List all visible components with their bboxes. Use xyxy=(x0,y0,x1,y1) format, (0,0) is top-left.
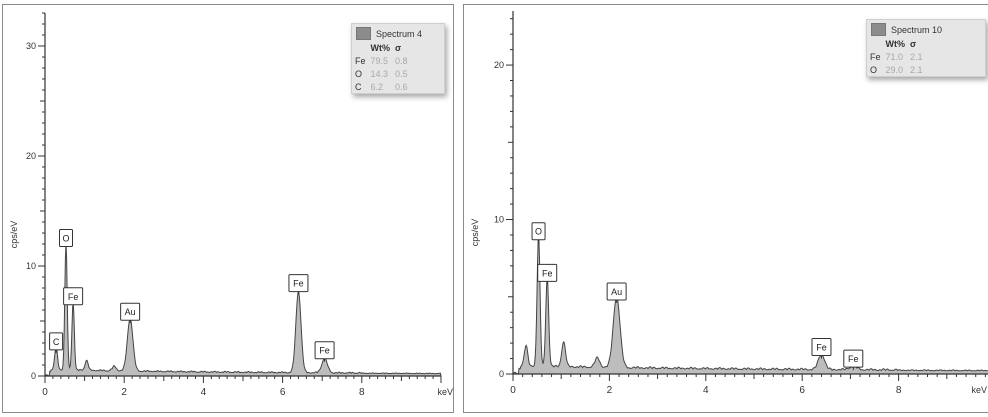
spectrum-10-chart: 0 2 4 6 8 keV 0 10 20 cps/eV O Fe Au Fe Fe xyxy=(470,11,988,396)
sigma-header: σ xyxy=(910,39,917,49)
y-tick-label: 10 xyxy=(26,261,36,271)
y-axis-label: cps/eV xyxy=(9,221,19,249)
spectrum-10-legend: Spectrum 10 Wt% σ Fe 71.0 2.1 O 29.0 2.1 xyxy=(866,19,986,77)
y-tick-label: 20 xyxy=(494,60,504,70)
x-tick-label: 6 xyxy=(280,387,286,398)
x-tick-label: 8 xyxy=(896,385,902,396)
spectrum-10-panel: 0 2 4 6 8 keV 0 10 20 cps/eV O Fe Au Fe Fe Spectrum 10… xyxy=(463,4,988,413)
element-header xyxy=(355,42,371,54)
element-name: C xyxy=(355,81,362,92)
peak-label: Fe xyxy=(542,268,553,278)
x-axis-label: keV xyxy=(971,385,987,395)
x-tick-label: 8 xyxy=(359,387,365,398)
x-tick-label: 4 xyxy=(703,385,709,396)
peak-label: Au xyxy=(125,307,136,317)
y-tick-label: 20 xyxy=(26,151,36,161)
peak-label: C xyxy=(53,337,60,347)
x-tick-label: 2 xyxy=(607,385,613,396)
peak-label: Fe xyxy=(293,279,304,289)
sigma-value: 0.8 xyxy=(395,55,408,66)
element-name: Fe xyxy=(870,51,881,62)
x-tick-label: 4 xyxy=(201,387,207,398)
table-row: Fe 79.5 0.8 xyxy=(355,54,413,67)
table-row: O 29.0 2.1 xyxy=(870,63,928,76)
peak-label: O xyxy=(535,227,542,237)
wt-value: 71.0 xyxy=(885,51,904,62)
wt-header: Wt% xyxy=(885,39,906,49)
composition-table: Wt% σ Fe 79.5 0.8 O 14.3 0.5 C 6.2 0.6 xyxy=(355,42,413,93)
legend-title: Spectrum 4 xyxy=(376,28,423,39)
wt-value: 79.5 xyxy=(370,55,389,66)
peak-label: Fe xyxy=(319,346,330,356)
legend-swatch xyxy=(356,27,371,40)
spectrum-4-legend: Spectrum 4 Wt% σ Fe 79.5 0.8 O 14.3 0.5 … xyxy=(351,23,445,94)
peak-label: O xyxy=(62,234,69,244)
x-tick-label: 2 xyxy=(121,387,127,398)
y-tick-label: 30 xyxy=(26,41,36,51)
spectrum-4-panel: 0 2 4 6 8 keV 0 10 20 30 cps/eV C O Fe Au Fe Fe Spectrum… xyxy=(2,4,454,413)
wt-value: 14.3 xyxy=(370,68,389,79)
spectrum-area xyxy=(43,243,442,377)
legend-title: Spectrum 10 xyxy=(891,24,943,35)
y-axis-label: cps/eV xyxy=(470,219,480,247)
wt-value: 29.0 xyxy=(885,64,904,75)
table-row: Fe 71.0 2.1 xyxy=(870,50,928,63)
x-axis-label: keV xyxy=(437,387,453,397)
wt-value: 6.2 xyxy=(370,81,384,92)
element-name: Fe xyxy=(355,55,366,66)
table-row: O 14.3 0.5 xyxy=(355,67,413,80)
sigma-header: σ xyxy=(395,43,402,53)
element-name: O xyxy=(870,64,878,75)
peak-label: Fe xyxy=(68,292,79,302)
x-tick-label: 0 xyxy=(42,387,48,398)
peak-label: Fe xyxy=(816,343,827,353)
peak-label: Au xyxy=(611,287,622,297)
y-tick-label: 0 xyxy=(31,371,36,381)
legend-swatch xyxy=(871,23,886,36)
table-row: C 6.2 0.6 xyxy=(355,80,413,93)
y-tick-label: 0 xyxy=(499,369,504,379)
sigma-value: 2.1 xyxy=(910,51,923,62)
sigma-value: 0.6 xyxy=(395,81,408,92)
wt-header: Wt% xyxy=(370,43,391,53)
spectrum-area xyxy=(512,235,988,375)
element-header xyxy=(870,38,886,50)
composition-table: Wt% σ Fe 71.0 2.1 O 29.0 2.1 xyxy=(870,38,928,76)
peak-label: Fe xyxy=(848,354,859,364)
y-tick-label: 10 xyxy=(494,215,504,225)
x-tick-label: 0 xyxy=(510,385,516,396)
x-tick-label: 6 xyxy=(799,385,805,396)
element-name: O xyxy=(355,68,363,79)
sigma-value: 0.5 xyxy=(395,68,408,79)
sigma-value: 2.1 xyxy=(910,64,923,75)
